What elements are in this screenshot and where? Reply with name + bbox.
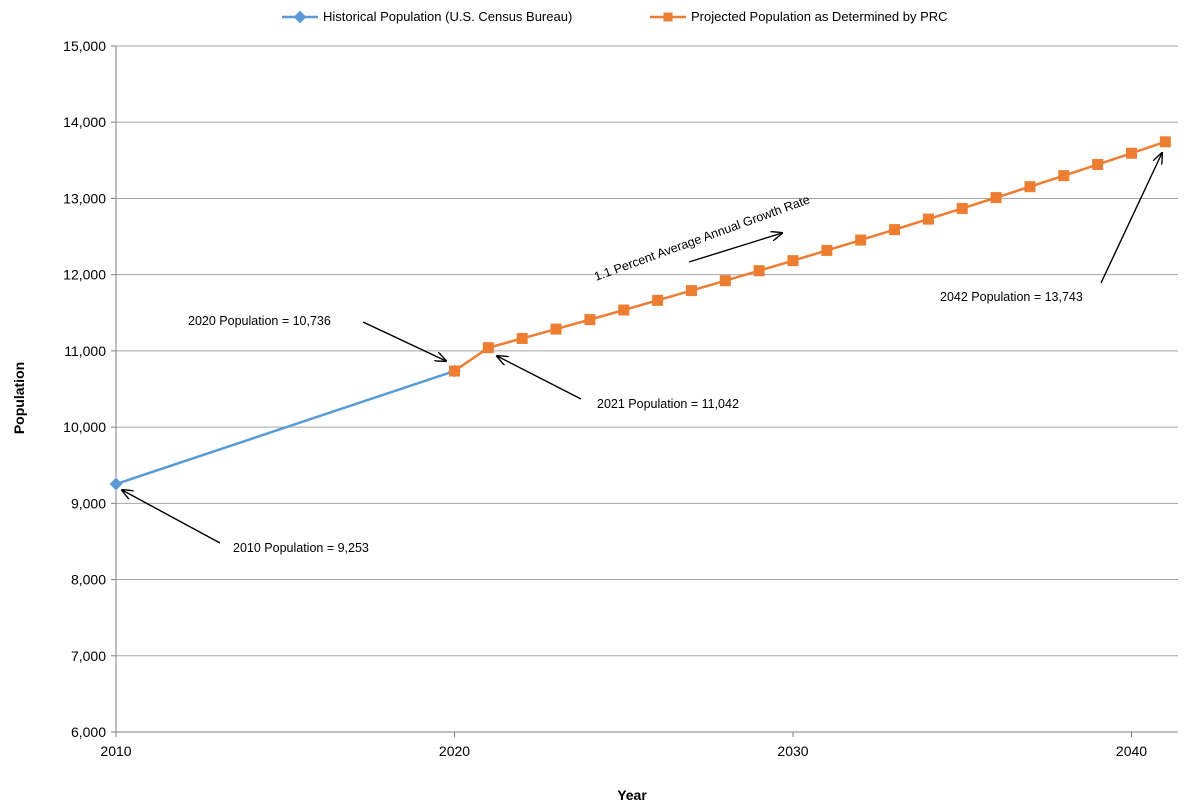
- annotation-2021-arrow: [497, 356, 582, 400]
- annotation-2042-arrow: [1100, 153, 1162, 284]
- y-tick-label: 13,000: [63, 190, 106, 206]
- legend-historical-label: Historical Population (U.S. Census Burea…: [323, 9, 572, 24]
- projected-point: [990, 192, 1002, 204]
- y-tick-label: 15,000: [63, 38, 106, 54]
- projected-point: [1024, 181, 1036, 193]
- x-tick-label: 2010: [100, 743, 131, 759]
- y-tick-label: 7,000: [71, 648, 106, 664]
- annotation-2020-arrow: [362, 321, 446, 361]
- projected-point: [1092, 159, 1104, 171]
- projected-point: [618, 304, 630, 316]
- legend-historical-marker: [293, 10, 307, 24]
- projected-point: [516, 332, 528, 344]
- y-tick-label: 6,000: [71, 724, 106, 740]
- x-tick-label: 2020: [439, 743, 470, 759]
- annotation-2020: 2020 Population = 10,736: [188, 314, 331, 328]
- projected-point: [652, 294, 664, 306]
- x-tick-label: 2040: [1116, 743, 1147, 759]
- x-axis-title: Year: [617, 787, 647, 803]
- projected-point: [855, 234, 867, 246]
- y-tick-label: 8,000: [71, 572, 106, 588]
- y-tick-label: 10,000: [63, 419, 106, 435]
- projected-point: [922, 213, 934, 225]
- legend-projected-marker: [663, 12, 673, 22]
- x-tick-label: 2030: [777, 743, 808, 759]
- historical-point: [109, 477, 123, 491]
- y-tick-label: 12,000: [63, 267, 106, 283]
- projected-point: [753, 265, 765, 277]
- projected-point: [1058, 170, 1070, 182]
- historical-series-line: [115, 369, 455, 486]
- annotations: 2010 Population = 9,253 2020 Population …: [122, 153, 1162, 555]
- projected-point: [1159, 136, 1171, 148]
- projected-point: [889, 224, 901, 236]
- annotation-2010-arrow: [122, 490, 221, 544]
- projected-point: [956, 202, 968, 214]
- projected-point: [685, 285, 697, 297]
- projected-point: [821, 244, 833, 256]
- y-axis-title: Population: [11, 362, 27, 434]
- annotation-2042: 2042 Population = 13,743: [940, 290, 1083, 304]
- legend-projected-label: Projected Population as Determined by PR…: [691, 9, 948, 24]
- projected-point: [449, 365, 460, 377]
- projected-series-line: [453, 140, 1166, 373]
- projected-point: [719, 275, 731, 287]
- y-tick-label: 11,000: [64, 343, 106, 359]
- annotation-growth-rate-arrow: [688, 233, 782, 263]
- annotation-2010: 2010 Population = 9,253: [233, 541, 369, 555]
- axes: [111, 45, 1178, 737]
- projected-point: [550, 323, 562, 335]
- tick-labels: 6,000 7,000 8,000 9,000 10,000 11,000 12,000 13…: [63, 38, 1147, 759]
- series-layer: [109, 136, 1171, 491]
- legend: Historical Population (U.S. Census Burea…: [282, 9, 948, 24]
- gridlines: [116, 45, 1178, 657]
- projected-point: [584, 314, 596, 326]
- annotation-growth-rate: 1.1 Percent Average Annual Growth Rate: [592, 193, 811, 284]
- projected-point: [482, 342, 494, 354]
- projected-point: [1126, 147, 1137, 159]
- annotation-2021: 2021 Population = 11,042: [597, 397, 739, 411]
- y-tick-label: 14,000: [63, 114, 106, 130]
- projected-point: [787, 255, 799, 267]
- y-tick-label: 9,000: [71, 495, 106, 511]
